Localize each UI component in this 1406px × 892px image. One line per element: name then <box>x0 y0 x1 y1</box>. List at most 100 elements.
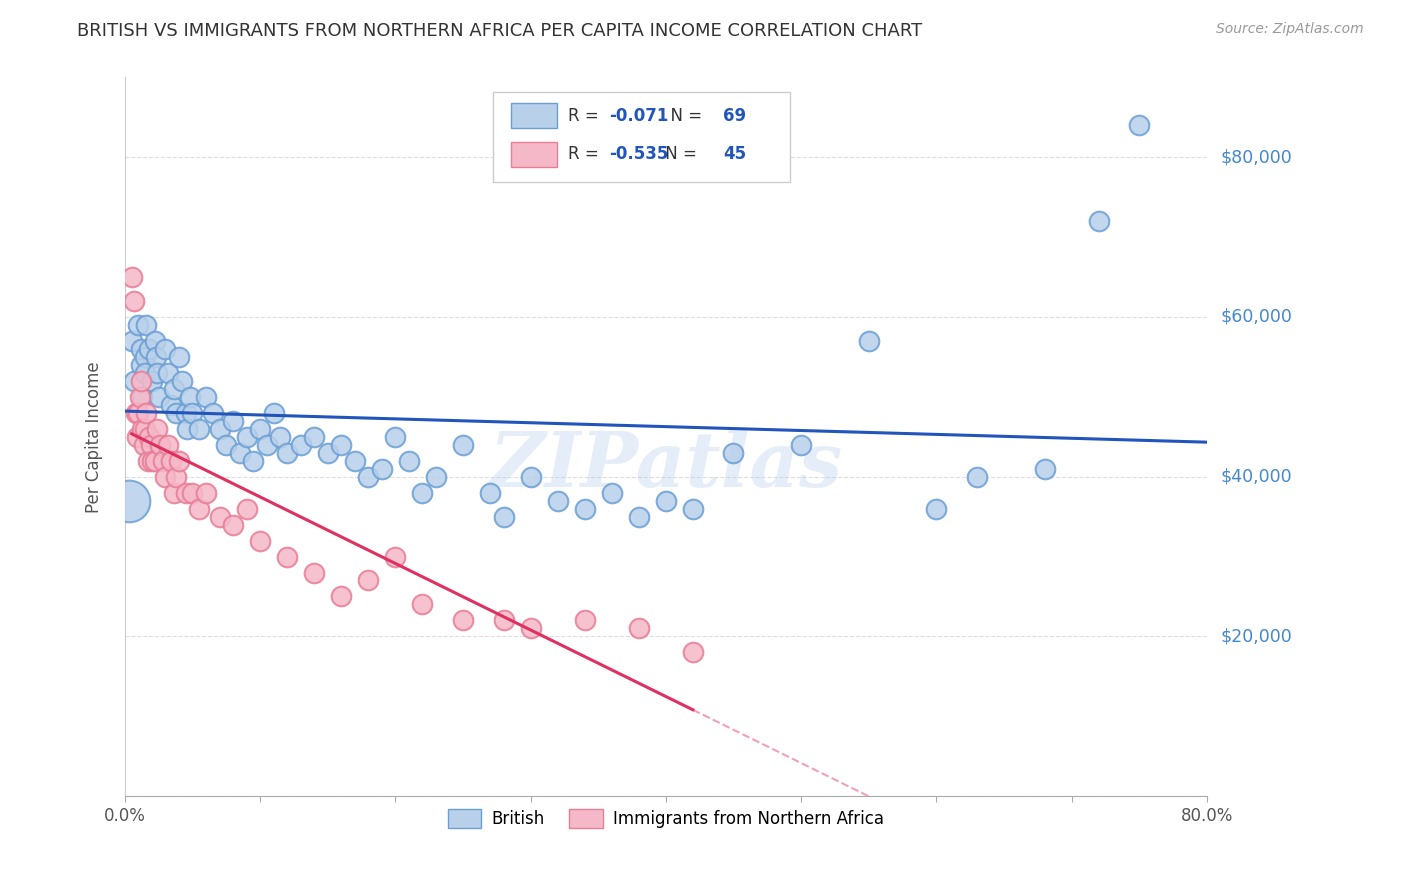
Point <box>129 374 152 388</box>
Point <box>276 446 298 460</box>
FancyBboxPatch shape <box>512 142 557 167</box>
Point <box>159 454 181 468</box>
Point <box>194 485 217 500</box>
Point <box>269 430 291 444</box>
Point <box>127 406 149 420</box>
Point <box>479 485 502 500</box>
Point <box>242 454 264 468</box>
Point <box>131 422 153 436</box>
Point <box>330 590 353 604</box>
Point <box>682 501 704 516</box>
Point <box>134 366 156 380</box>
Point <box>146 422 169 436</box>
Point <box>181 485 204 500</box>
Point <box>155 469 177 483</box>
Point <box>188 501 211 516</box>
Point <box>1128 119 1150 133</box>
Point <box>627 509 650 524</box>
Point <box>132 438 155 452</box>
Point <box>222 414 245 428</box>
Point <box>145 350 167 364</box>
Point <box>162 485 184 500</box>
Point <box>149 438 172 452</box>
Point <box>256 438 278 452</box>
FancyBboxPatch shape <box>512 103 557 128</box>
Point <box>179 390 201 404</box>
Point <box>925 501 948 516</box>
Point <box>129 358 152 372</box>
Point <box>1033 461 1056 475</box>
Text: $60,000: $60,000 <box>1220 308 1292 326</box>
Point <box>966 469 988 483</box>
Point <box>371 461 394 475</box>
Point <box>152 454 174 468</box>
Point <box>127 318 149 332</box>
Point <box>141 454 163 468</box>
Legend: British, Immigrants from Northern Africa: British, Immigrants from Northern Africa <box>441 802 890 835</box>
Point <box>124 374 146 388</box>
Point <box>201 406 224 420</box>
FancyBboxPatch shape <box>492 92 790 182</box>
Point <box>411 485 433 500</box>
Point <box>384 430 406 444</box>
Point <box>858 334 880 348</box>
Text: ZIPatlas: ZIPatlas <box>489 428 842 502</box>
Point <box>136 454 159 468</box>
Text: R =: R = <box>568 106 605 125</box>
Point <box>398 454 420 468</box>
Point <box>162 382 184 396</box>
Point <box>165 469 187 483</box>
Point <box>574 501 596 516</box>
Point <box>790 438 813 452</box>
Point <box>330 438 353 452</box>
Point <box>157 366 180 380</box>
Text: $40,000: $40,000 <box>1220 467 1292 485</box>
Point <box>343 454 366 468</box>
Point <box>135 406 157 420</box>
Point <box>143 334 166 348</box>
Point <box>118 493 141 508</box>
Point <box>492 509 515 524</box>
Point <box>451 438 474 452</box>
Point <box>222 517 245 532</box>
Point <box>125 430 148 444</box>
Point <box>141 374 163 388</box>
Point <box>129 342 152 356</box>
Point <box>188 422 211 436</box>
Point <box>1087 214 1109 228</box>
Point <box>723 446 745 460</box>
Point <box>600 485 623 500</box>
Point <box>492 614 515 628</box>
Point <box>134 422 156 436</box>
Point <box>627 621 650 635</box>
Point <box>134 350 156 364</box>
Text: $20,000: $20,000 <box>1220 627 1292 646</box>
Point <box>208 422 231 436</box>
Point <box>128 390 150 404</box>
Point <box>425 469 447 483</box>
Point <box>121 334 143 348</box>
Point <box>139 438 162 452</box>
Point <box>174 485 197 500</box>
Text: 45: 45 <box>723 145 747 163</box>
Point <box>135 318 157 332</box>
Point <box>148 390 170 404</box>
Point <box>290 438 312 452</box>
Point <box>235 501 257 516</box>
Point <box>208 509 231 524</box>
Point <box>263 406 285 420</box>
Point <box>170 374 193 388</box>
Point <box>411 598 433 612</box>
Point <box>143 454 166 468</box>
Point <box>357 469 380 483</box>
Point <box>215 438 238 452</box>
Point <box>235 430 257 444</box>
Point <box>519 621 541 635</box>
Point <box>167 350 190 364</box>
Point <box>249 533 271 548</box>
Point <box>138 430 160 444</box>
Point <box>159 398 181 412</box>
Text: Source: ZipAtlas.com: Source: ZipAtlas.com <box>1216 22 1364 37</box>
Y-axis label: Per Capita Income: Per Capita Income <box>86 361 103 513</box>
Point <box>655 493 678 508</box>
